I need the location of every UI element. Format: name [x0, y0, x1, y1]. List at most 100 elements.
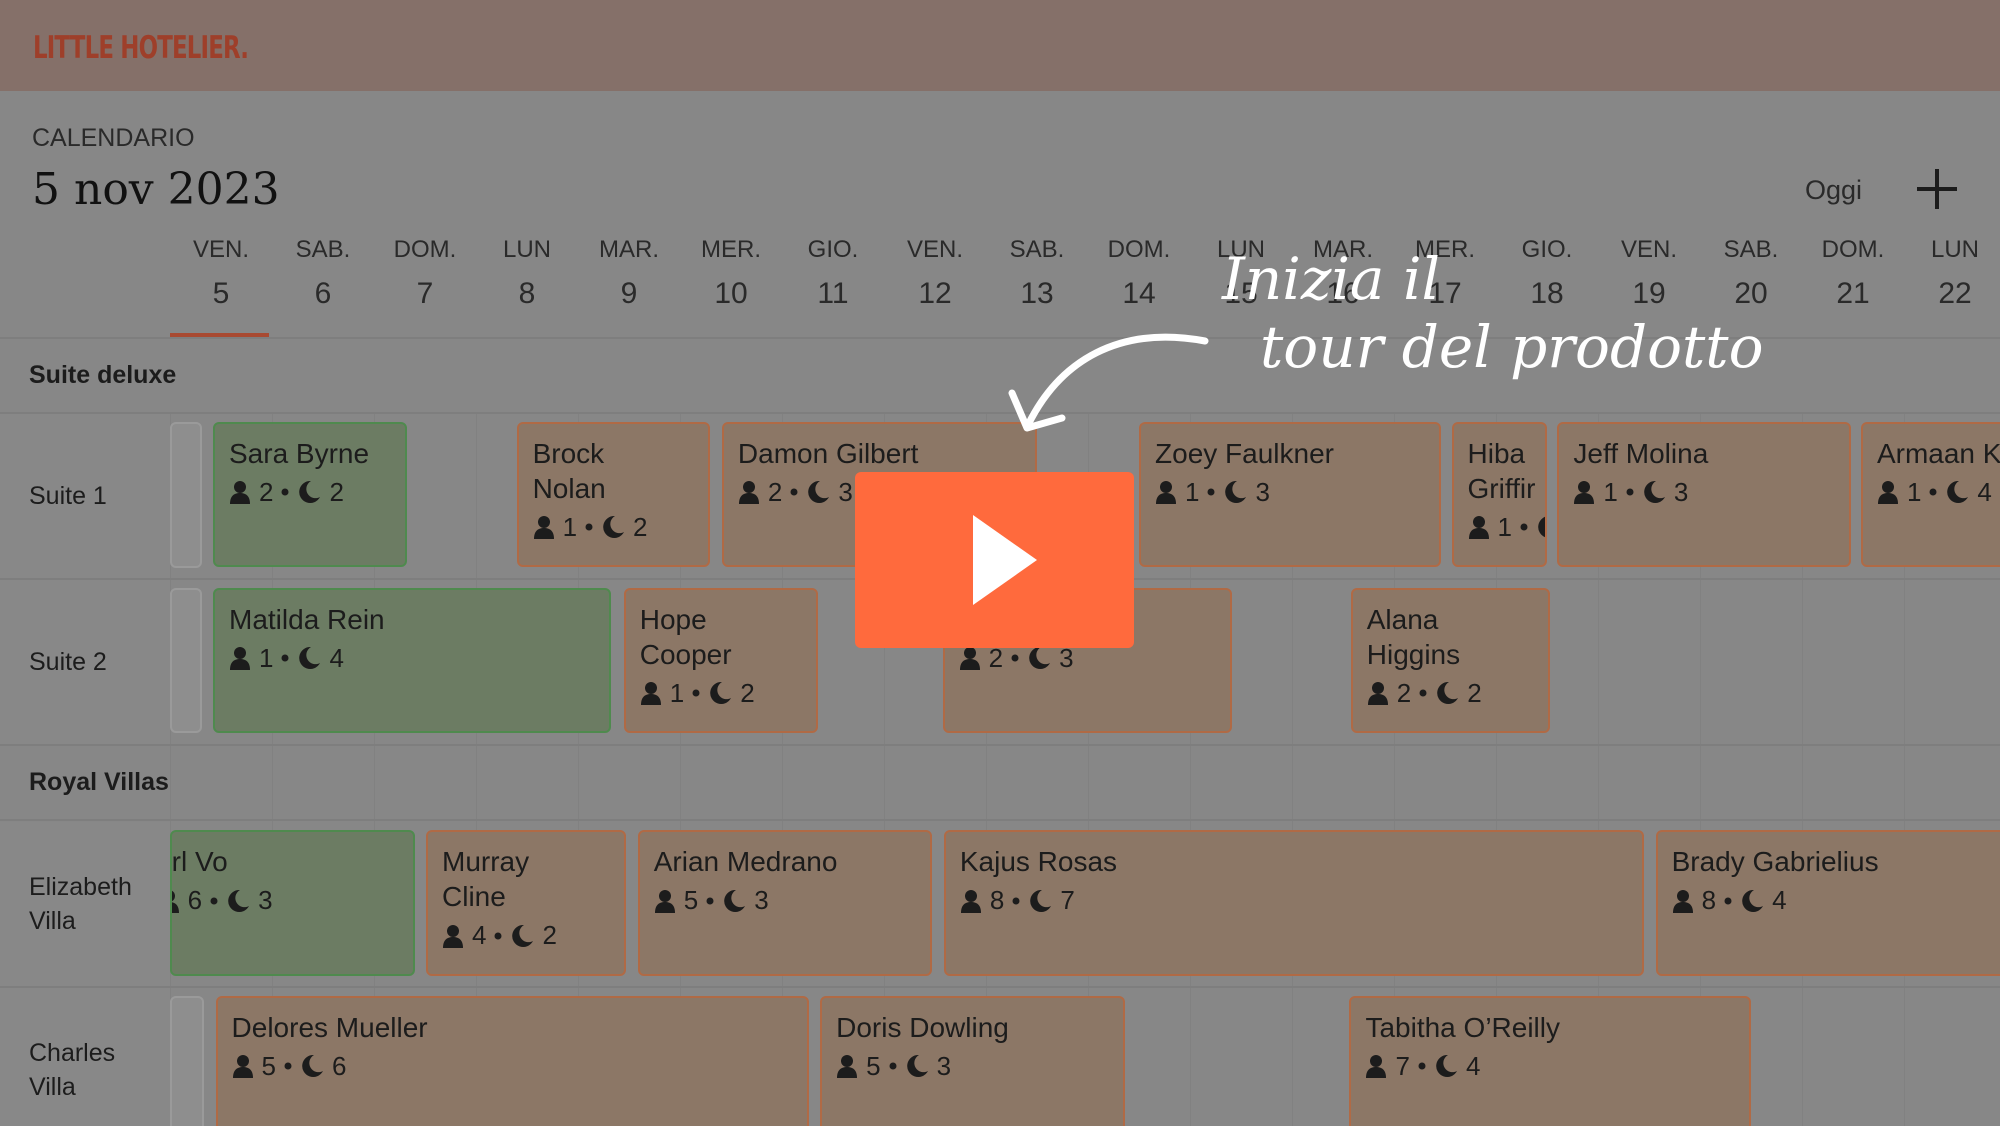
logo[interactable]: LITTLE HOTELIER. — [33, 30, 249, 66]
separator — [1929, 488, 1937, 496]
selected-day-underline — [170, 333, 269, 337]
column-line — [782, 412, 783, 1126]
header-divider — [0, 337, 2000, 339]
guest-icon — [640, 681, 662, 706]
guest-name: Armaan K — [1876, 437, 2000, 469]
guest-count: 2 — [767, 476, 783, 507]
section-label: CALENDARIO — [32, 124, 195, 152]
night-icon — [905, 1054, 929, 1078]
night-icon — [297, 646, 321, 670]
guest-icon — [232, 1054, 254, 1079]
separator — [889, 1062, 897, 1070]
booking[interactable]: Murray Cline 4 2 — [426, 830, 627, 976]
night-count: 3 — [1059, 642, 1074, 673]
booking[interactable]: Hiba Griffir 1 — [1451, 421, 1548, 568]
day-number: 17 — [1428, 277, 1462, 310]
booking[interactable]: Zoey Faulkner 1 3 — [1139, 421, 1442, 568]
booking[interactable]: Delores Mueller 5 6 — [215, 995, 809, 1126]
night-count: 3 — [1255, 476, 1270, 507]
guest-name: Hope Cooper — [639, 603, 732, 670]
booking[interactable]: Sara Byrne 2 2 — [213, 421, 407, 568]
night-icon — [708, 681, 732, 705]
night-icon — [226, 889, 250, 913]
guest-name: Delores Mueller — [231, 1011, 428, 1043]
guest-name: Brady Gabrielius — [1671, 846, 1879, 878]
weekday: SAB. — [295, 236, 351, 263]
past-booking — [169, 422, 202, 568]
past-booking — [169, 996, 205, 1126]
caption: Inizia il — [1222, 245, 1441, 313]
header — [0, 0, 2000, 91]
separator — [1012, 897, 1020, 905]
guest-name: Brock Nolan — [532, 437, 606, 504]
day-number: 20 — [1734, 277, 1768, 310]
guest-name: Doris Dowling — [836, 1011, 1009, 1043]
night-icon — [601, 515, 625, 539]
column-line — [1802, 412, 1803, 1126]
weekday: VEN. — [906, 236, 963, 263]
night-icon — [300, 1054, 324, 1078]
weekday: DOM. — [1107, 236, 1171, 263]
room-name: Suite 1 — [29, 481, 107, 510]
booking[interactable]: Brady Gabrielius 8 4 — [1655, 830, 2000, 976]
day-number: 6 — [314, 277, 332, 310]
night-count: 3 — [936, 1050, 952, 1081]
booking[interactable]: Kajus Rosas 8 7 — [943, 830, 1645, 976]
night-icon — [1028, 889, 1052, 913]
guest-count: 7 — [1395, 1050, 1410, 1081]
weekday: LUN — [1930, 236, 1979, 263]
day-number: 12 — [918, 277, 952, 310]
guest-icon — [1367, 681, 1389, 706]
guest-name: Alana Higgins — [1366, 603, 1461, 670]
day-number: 9 — [620, 277, 638, 310]
booking[interactable]: Brock Nolan 1 2 — [516, 421, 711, 568]
night-count: 3 — [258, 885, 273, 916]
column-line — [884, 412, 885, 1126]
separator — [1418, 1062, 1426, 1070]
night-count: 4 — [1772, 885, 1787, 916]
room-label-cell: Charles Villa — [0, 987, 170, 1126]
day-number: 18 — [1530, 277, 1564, 310]
weekday: VEN. — [192, 236, 249, 263]
today-button[interactable]: Oggi — [1805, 175, 1863, 205]
booking[interactable]: rl Vo 6 3 — [169, 830, 415, 976]
booking[interactable]: Alana Higgins 2 2 — [1350, 587, 1550, 734]
booking[interactable]: Jeff Molina 1 3 — [1557, 421, 1851, 568]
guest-name: Kajus Rosas — [959, 846, 1118, 878]
add-button[interactable] — [1915, 167, 1959, 211]
night-icon — [510, 924, 534, 948]
day-number: 7 — [416, 277, 434, 310]
night-count: 2 — [542, 920, 557, 951]
separator — [1724, 897, 1732, 905]
separator — [494, 932, 502, 940]
guest-icon — [229, 646, 251, 671]
column-line — [1700, 412, 1701, 1126]
night-icon — [1642, 480, 1666, 504]
booking[interactable]: Arian Medrano 5 3 — [637, 830, 933, 976]
guest-count: 1 — [1603, 476, 1618, 507]
stay-info: 1 — [1468, 512, 1546, 543]
weekday: DOM. — [393, 236, 457, 263]
separator — [1207, 488, 1215, 496]
guest-count: 1 — [1185, 476, 1200, 507]
day-number: 13 — [1020, 277, 1054, 310]
booking[interactable]: Tabitha O’Reilly 7 4 — [1349, 995, 1752, 1126]
booking[interactable]: Doris Dowling 5 3 — [820, 995, 1125, 1126]
column-line — [986, 412, 987, 1126]
night-count: 7 — [1060, 885, 1075, 916]
separator — [281, 654, 289, 662]
night-count: 2 — [1467, 677, 1482, 708]
booking[interactable]: Matilda Rein 1 4 — [213, 587, 611, 734]
guest-name: Sara Byrne — [229, 437, 370, 469]
guest-icon — [1155, 480, 1177, 505]
guest-count: 5 — [866, 1050, 881, 1081]
night-count: 2 — [740, 677, 755, 708]
booking[interactable]: Hope Cooper 1 2 — [623, 587, 818, 734]
guest-icon — [1573, 480, 1595, 505]
day-number: 14 — [1122, 277, 1156, 310]
